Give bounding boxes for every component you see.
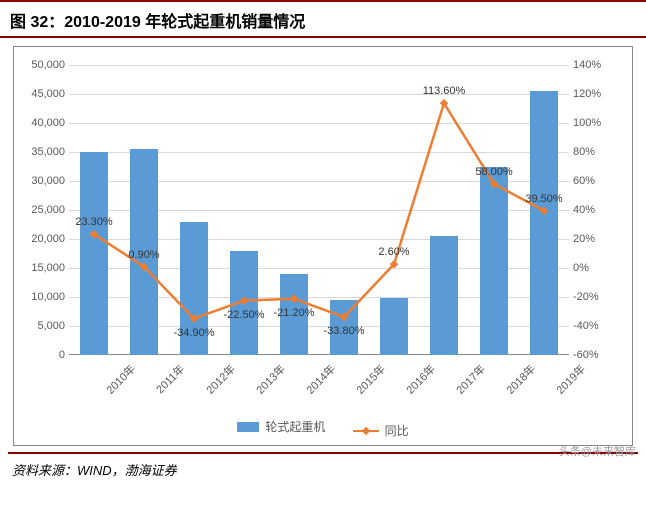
y-axis-right-label: -40% — [573, 320, 619, 332]
x-axis-label: 2016年 — [402, 361, 438, 397]
data-label: 39.50% — [525, 193, 562, 205]
y-axis-left-label: 30,000 — [21, 175, 65, 187]
data-label: -33.80% — [324, 325, 365, 337]
watermark: 头条@未来智库 — [559, 443, 636, 459]
y-axis-left-label: 45,000 — [21, 88, 65, 100]
y-axis-left-label: 25,000 — [21, 204, 65, 216]
data-label: 23.30% — [75, 216, 112, 228]
data-label: -22.50% — [224, 309, 265, 321]
y-axis-right-label: 40% — [573, 204, 619, 216]
data-label: 58.00% — [475, 166, 512, 178]
title-bar: 图 32：2010-2019 年轮式起重机销量情况 — [0, 0, 646, 38]
chart-area: 0 5,000 10,000 15,000 20,000 25,000 30,000 35,0… — [13, 46, 633, 446]
x-axis-label: 2019年 — [552, 361, 588, 397]
legend-item-line: 同比 — [353, 422, 409, 439]
legend-label-bar: 轮式起重机 — [265, 418, 325, 435]
figure-container: 图 32：2010-2019 年轮式起重机销量情况 0 5,000 10,000 15… — [0, 0, 646, 515]
y-axis-right-label: 120% — [573, 88, 619, 100]
y-axis-right-label: 140% — [573, 59, 619, 71]
y-axis-right-label: 80% — [573, 146, 619, 158]
y-axis-right-label: -20% — [573, 291, 619, 303]
x-axis-label: 2017年 — [452, 361, 488, 397]
y-axis-right-label: 100% — [573, 117, 619, 129]
line-series — [69, 65, 569, 355]
plot-area: 05,00010,00015,00020,00025,00030,00035,0… — [69, 65, 569, 355]
y-axis-right-label: 60% — [573, 175, 619, 187]
source-text: 资料来源：WIND，渤海证券 — [0, 454, 646, 485]
x-axis-label: 2011年 — [152, 361, 188, 397]
y-axis-right-label: 20% — [573, 233, 619, 245]
y-axis-right-label: -60% — [573, 349, 619, 361]
x-axis-label: 2010年 — [102, 361, 138, 397]
y-axis-right-label: 0% — [573, 262, 619, 274]
y-axis-left-label: 40,000 — [21, 117, 65, 129]
data-label: 0.90% — [128, 249, 159, 261]
data-label: -34.90% — [174, 327, 215, 339]
x-axis-label: 2015年 — [352, 361, 388, 397]
y-axis-left-label: 5,000 — [21, 320, 65, 332]
data-label: -21.20% — [274, 307, 315, 319]
y-axis-left-label: 0 — [21, 349, 65, 361]
x-axis-label: 2018年 — [502, 361, 538, 397]
figure-title: 图 32：2010-2019 年轮式起重机销量情况 — [10, 8, 636, 32]
line-swatch-icon — [353, 430, 379, 432]
x-axis-label: 2013年 — [252, 361, 288, 397]
legend-label-line: 同比 — [385, 422, 409, 439]
y-axis-left-label: 10,000 — [21, 291, 65, 303]
bar-swatch-icon — [237, 422, 259, 432]
x-axis-label: 2012年 — [202, 361, 238, 397]
y-axis-left-label: 35,000 — [21, 146, 65, 158]
y-axis-left-label: 50,000 — [21, 59, 65, 71]
legend: 轮式起重机 同比 — [14, 418, 632, 439]
y-axis-left-label: 15,000 — [21, 262, 65, 274]
y-axis-left-label: 20,000 — [21, 233, 65, 245]
data-label: 113.60% — [423, 85, 466, 97]
data-label: 2.60% — [378, 246, 409, 258]
legend-item-bar: 轮式起重机 — [237, 418, 325, 435]
x-axis-label: 2014年 — [302, 361, 338, 397]
